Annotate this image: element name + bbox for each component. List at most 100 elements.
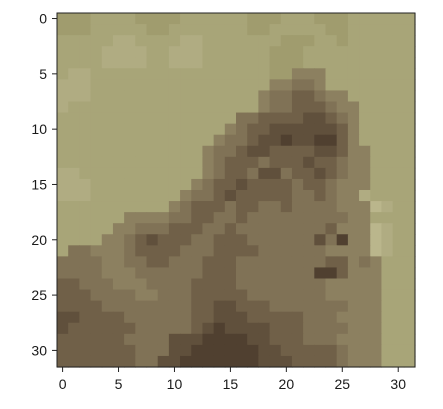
image-pixel — [258, 46, 271, 58]
image-pixel — [68, 201, 80, 213]
image-pixel — [112, 245, 125, 257]
image-pixel — [269, 35, 282, 47]
image-pixel — [392, 57, 405, 69]
image-pixel — [247, 123, 259, 136]
image-pixel — [180, 145, 192, 158]
image-pixel — [392, 145, 405, 158]
image-pixel — [269, 145, 282, 158]
image-pixel — [359, 322, 371, 335]
image-pixel — [258, 79, 271, 92]
image-pixel — [57, 333, 69, 346]
x-axis: 0 5 10 15 20 25 30 — [59, 367, 406, 392]
image-pixel — [202, 267, 215, 280]
image-pixel — [291, 278, 304, 291]
image-pixel — [79, 245, 92, 257]
image-pixel — [124, 134, 136, 147]
image-pixel — [224, 212, 237, 224]
image-pixel — [146, 245, 159, 257]
image-pixel — [370, 46, 383, 58]
image-pixel — [236, 267, 248, 280]
image-pixel — [269, 223, 282, 235]
image-pixel — [57, 223, 69, 235]
image-pixel — [269, 234, 282, 246]
image-pixel — [224, 101, 237, 114]
image-pixel — [291, 267, 304, 280]
image-pixel — [168, 156, 181, 169]
image-pixel — [180, 333, 192, 346]
image-pixel — [370, 24, 383, 36]
image-pixel — [314, 190, 327, 202]
image-pixel — [336, 256, 349, 269]
image-pixel — [90, 167, 103, 180]
image-pixel — [180, 57, 192, 69]
image-pixel — [101, 234, 114, 246]
image-pixel — [269, 167, 282, 180]
image-pixel — [135, 112, 148, 125]
image-pixel — [303, 90, 315, 103]
image-pixel — [303, 234, 315, 246]
image-pixel — [157, 355, 170, 368]
image-pixel — [124, 256, 136, 269]
image-pixel — [269, 344, 282, 357]
image-pixel — [247, 79, 259, 92]
image-pixel — [381, 245, 394, 257]
image-pixel — [157, 57, 170, 69]
image-pixel — [101, 156, 114, 169]
image-pixel — [291, 101, 304, 114]
image-pixel — [280, 256, 293, 269]
image-pixel — [269, 245, 282, 257]
image-pixel — [247, 167, 259, 180]
image-pixel — [79, 178, 92, 191]
image-pixel — [224, 256, 237, 269]
image-pixel — [168, 311, 181, 324]
image-pixel — [135, 35, 148, 47]
image-pixel — [57, 35, 69, 47]
image-pixel — [347, 212, 360, 224]
image-pixel — [191, 35, 204, 47]
image-pixel — [247, 333, 259, 346]
image-pixel — [202, 178, 215, 191]
image-pixel — [224, 167, 237, 180]
image-pixel — [291, 79, 304, 92]
image-pixel — [303, 46, 315, 58]
image-pixel — [314, 201, 327, 213]
image-pixel — [280, 267, 293, 280]
image-pixel — [157, 123, 170, 136]
image-pixel — [336, 322, 349, 335]
image-pixel — [403, 13, 416, 25]
image-pixel — [180, 79, 192, 92]
image-pixel — [280, 134, 293, 147]
image-pixel — [236, 201, 248, 213]
image-pixel — [112, 234, 125, 246]
image-pixel — [112, 101, 125, 114]
image-pixel — [314, 267, 327, 280]
image-pixel — [157, 134, 170, 147]
image-pixel — [347, 57, 360, 69]
image-pixel — [180, 344, 192, 357]
image-pixel — [359, 267, 371, 280]
image-pixel — [90, 101, 103, 114]
image-pixel — [202, 333, 215, 346]
image-pixel — [157, 212, 170, 224]
image-pixel — [180, 267, 192, 280]
image-pixel — [359, 90, 371, 103]
image-pixel — [359, 35, 371, 47]
image-pixel — [381, 68, 394, 80]
image-pixel — [247, 190, 259, 202]
image-pixel — [213, 112, 226, 125]
image-pixel — [314, 300, 327, 313]
image-pixel — [392, 156, 405, 169]
image-pixel — [146, 167, 159, 180]
image-pixel — [347, 156, 360, 169]
image-pixel — [90, 322, 103, 335]
image-pixel — [90, 201, 103, 213]
image-pixel — [359, 300, 371, 313]
image-pixel — [146, 344, 159, 357]
image-pixel — [258, 134, 271, 147]
image-pixel — [392, 35, 405, 47]
image-pixel — [303, 112, 315, 125]
image-pixel — [280, 300, 293, 313]
image-pixel — [68, 267, 80, 280]
image-pixel — [303, 278, 315, 291]
